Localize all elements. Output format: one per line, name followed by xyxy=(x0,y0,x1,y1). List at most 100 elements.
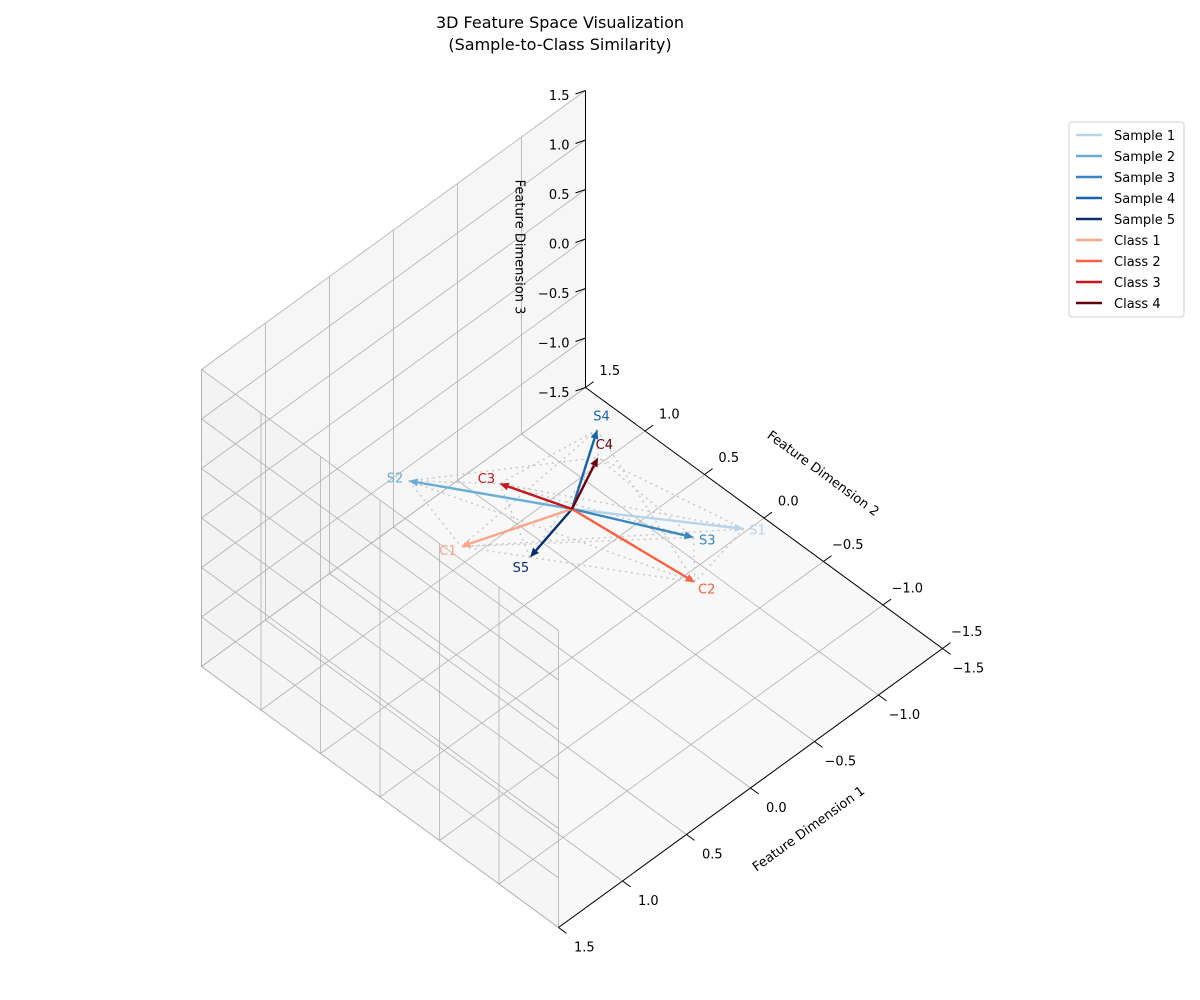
grid-line-z-ywall xyxy=(201,90,586,370)
grid-line-z-ywall xyxy=(201,139,586,420)
z-tick-label: 0.5 xyxy=(549,188,570,203)
vector-s3-shaft xyxy=(571,507,686,537)
y-tick-label: 0.0 xyxy=(778,494,799,509)
x-tick-label: 1.0 xyxy=(638,894,659,909)
vector-s2-shaft xyxy=(417,481,573,511)
legend-item-label: Sample 1 xyxy=(1114,129,1175,144)
y-tick-label: 1.0 xyxy=(659,407,680,422)
vector-s5-shaft xyxy=(535,508,573,552)
vector-s2-label: S2 xyxy=(387,472,404,487)
vector-c4-head xyxy=(590,457,598,468)
vector-s1-label: S1 xyxy=(749,523,766,538)
similarity-line xyxy=(692,537,696,583)
legend-item-label: Sample 3 xyxy=(1114,171,1175,186)
vector-s5-label: S5 xyxy=(513,561,530,576)
vector-s2-head xyxy=(408,478,419,487)
similarity-line xyxy=(499,429,598,485)
vector-c2-label: C2 xyxy=(698,582,715,597)
y-tick-label: −0.5 xyxy=(832,538,864,553)
vector-s1-head xyxy=(734,523,744,532)
vector-c1-head xyxy=(461,539,471,548)
legend-item-label: Class 2 xyxy=(1114,255,1161,270)
y-tick-mark xyxy=(644,424,654,432)
title-line-2: (Sample-to-Class Similarity) xyxy=(448,35,671,54)
z-tick-label: −1.0 xyxy=(538,337,570,352)
y-tick-mark xyxy=(704,468,713,475)
similarity-line xyxy=(596,429,696,583)
z-tick-mark xyxy=(575,139,586,144)
vector-c2-shaft xyxy=(571,507,688,579)
z-tick-mark xyxy=(575,238,586,243)
y-tick-label: −1.5 xyxy=(951,625,983,640)
vector-c4-shaft xyxy=(570,464,596,510)
x-tick-mark xyxy=(942,648,951,655)
grid-line-z-ywall xyxy=(201,189,586,469)
chart-title: 3D Feature Space Visualization (Sample-t… xyxy=(436,13,684,54)
grid-line-z-ywall xyxy=(201,288,586,568)
x-tick-mark xyxy=(686,834,695,841)
grid-line-z-xwall xyxy=(201,418,559,681)
legend-item-label: Sample 5 xyxy=(1114,213,1175,228)
vector-s3-label: S3 xyxy=(699,534,716,549)
legend-item-label: Class 4 xyxy=(1114,297,1161,312)
x-tick-label: 1.5 xyxy=(574,940,595,955)
tick-marks: −1.5 −1.0 −0.5 0.0 0.5 1.0 1.5 −1.5 −1.0 −0.5 0.0 0… xyxy=(538,89,984,955)
x-tick-mark xyxy=(750,787,759,795)
vector-c1-label: C1 xyxy=(439,544,456,559)
grid-line-y-floor xyxy=(320,474,705,754)
grid-line-y-floor xyxy=(439,561,824,841)
similarity-line xyxy=(596,429,599,458)
vector-s5-head xyxy=(530,547,539,558)
z-tick-label: −0.5 xyxy=(538,287,570,302)
x-tick-label: 0.0 xyxy=(766,801,787,816)
x-tick-mark xyxy=(814,741,823,748)
vector-c1-shaft xyxy=(469,507,573,545)
x-tick-mark xyxy=(622,880,631,888)
x-tick-label: −1.5 xyxy=(953,661,985,676)
y-tick-mark xyxy=(763,511,773,519)
z-tick-label: 0.0 xyxy=(549,238,570,253)
x-tick-label: 0.5 xyxy=(702,847,723,862)
grid-line-z-ywall xyxy=(201,387,586,667)
z-tick-mark xyxy=(575,387,586,392)
legend-item-label: Class 1 xyxy=(1114,234,1161,249)
vector-c3-head xyxy=(499,482,510,491)
legend-box xyxy=(1068,121,1185,318)
x-tick-label: −0.5 xyxy=(825,754,857,769)
y-tick-mark xyxy=(823,555,832,562)
vector-c4-label: C4 xyxy=(596,438,613,453)
legend-item-label: Sample 2 xyxy=(1114,150,1175,165)
vector-labels: S1 S2 S3 S4 S5 C1 C2 C3 C4 xyxy=(387,409,766,597)
grid-line-z-xwall xyxy=(201,616,559,879)
grid-lines xyxy=(201,90,943,928)
y-tick-mark xyxy=(585,381,594,388)
similarity-line xyxy=(529,556,695,584)
x-axis-label: Feature Dimension 1 xyxy=(750,784,868,875)
y-tick-label: 0.5 xyxy=(718,451,739,466)
similarity-line xyxy=(408,456,599,482)
x-tick-mark xyxy=(558,927,567,934)
z-tick-mark xyxy=(575,288,586,293)
similarity-line xyxy=(408,480,462,548)
similarity-line xyxy=(461,536,694,548)
z-axis-label: Feature Dimension 3 xyxy=(512,180,527,315)
grid-line-z-xwall xyxy=(201,666,559,928)
grid-line-z-xwall xyxy=(201,369,559,631)
vector-arrows xyxy=(408,429,744,583)
grid-line-z-xwall xyxy=(201,468,559,730)
y-tick-mark xyxy=(882,598,892,606)
x-tick-mark xyxy=(878,694,887,702)
similarity-line xyxy=(597,456,695,538)
z-tick-mark xyxy=(575,90,586,95)
grid-line-z-ywall xyxy=(201,238,586,519)
vector-s4-label: S4 xyxy=(593,409,610,424)
grid-line-y-floor xyxy=(379,517,765,798)
legend-item-label: Sample 4 xyxy=(1114,192,1175,207)
vector-s4-head xyxy=(590,429,599,440)
similarity-line xyxy=(498,483,531,558)
z-tick-mark xyxy=(575,337,586,342)
z-tick-label: −1.5 xyxy=(538,386,570,401)
vector-s1-shaft xyxy=(571,507,735,529)
vector-c2-head xyxy=(685,574,695,583)
y-tick-label: 1.5 xyxy=(599,364,620,379)
